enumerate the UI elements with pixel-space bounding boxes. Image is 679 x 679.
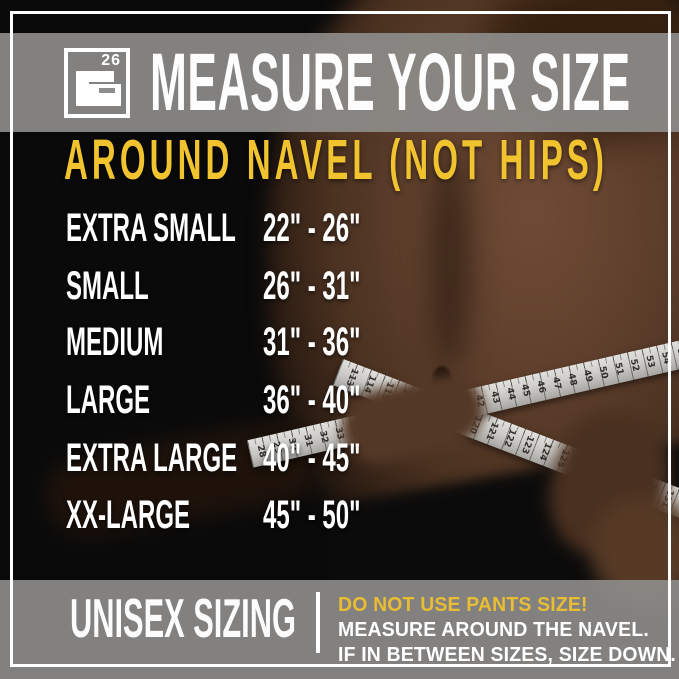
table-row: XX-LARGE 45" - 50" <box>66 493 626 539</box>
footer-band: UNISEX SIZING DO NOT USE PANTS SIZE! MEA… <box>0 580 679 679</box>
size-label: EXTRA SMALL <box>66 206 236 250</box>
table-row: EXTRA LARGE 40" - 45" <box>66 436 626 482</box>
size-range: 26" - 31" <box>263 264 361 308</box>
size-range: 45" - 50" <box>263 493 361 537</box>
header-band: 26 MEASURE YOUR SIZE <box>0 33 679 132</box>
size-range: 31" - 36" <box>263 320 361 364</box>
vertical-divider <box>316 592 320 653</box>
size-label: EXTRA LARGE <box>66 436 238 480</box>
page-title: MEASURE YOUR SIZE <box>150 37 631 128</box>
table-row: MEDIUM 31" - 36" <box>66 320 626 366</box>
note-pants-size: DO NOT USE PANTS SIZE! <box>338 594 588 616</box>
unisex-sizing-label: UNISEX SIZING <box>70 587 296 649</box>
size-range: 36" - 40" <box>263 378 361 422</box>
abs-shadow <box>430 150 470 370</box>
brand-logo: 26 <box>64 48 130 118</box>
size-label: XX-LARGE <box>66 493 191 537</box>
size-label: MEDIUM <box>66 320 164 364</box>
logo-number: 26 <box>101 52 121 69</box>
note-measure-navel: MEASURE AROUND THE NAVEL. <box>338 619 649 641</box>
table-row: SMALL 26" - 31" <box>66 264 626 310</box>
table-row: LARGE 36" - 40" <box>66 378 626 424</box>
table-row: EXTRA SMALL 22" - 26" <box>66 206 626 252</box>
sizing-notes: DO NOT USE PANTS SIZE! MEASURE AROUND TH… <box>338 593 679 668</box>
size-label: LARGE <box>66 378 150 422</box>
size-range: 22" - 26" <box>263 206 361 250</box>
note-size-down: IF IN BETWEEN SIZES, SIZE DOWN. <box>338 644 676 666</box>
size-label: SMALL <box>66 264 149 308</box>
measure-heading: AROUND NAVEL (NOT HIPS) <box>64 128 608 192</box>
size-range: 40" - 45" <box>263 436 361 480</box>
